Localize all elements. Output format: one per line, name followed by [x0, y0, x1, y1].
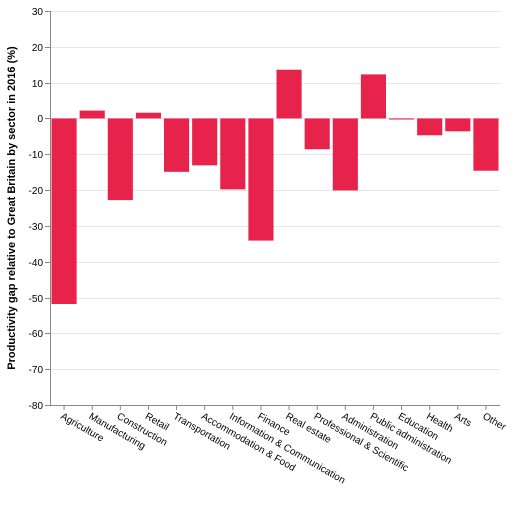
- x-axis: AgricultureManufacturingConstructionReta…: [50, 405, 508, 486]
- bar-arts: [445, 118, 471, 132]
- bar-construction: [107, 118, 133, 201]
- bar-administration: [332, 118, 358, 191]
- y-tick-label: 30: [32, 7, 44, 18]
- y-axis-title: Productivity gap relative to Great Brita…: [6, 46, 18, 370]
- bar-retail: [135, 112, 162, 119]
- bar-accommodation-food: [192, 118, 218, 166]
- bar-health: [417, 118, 443, 136]
- y-tick-label: -20: [29, 186, 44, 197]
- y-tick-label: -80: [29, 401, 44, 412]
- bar-agriculture: [51, 118, 77, 304]
- bar-professional-scientific: [304, 118, 330, 150]
- y-tick-label: 0: [37, 114, 43, 125]
- bar-manufacturing: [79, 110, 105, 119]
- y-tick-label: -40: [29, 258, 44, 269]
- y-tick-label: -10: [29, 150, 44, 161]
- y-tick-label: -60: [29, 329, 44, 340]
- y-tick-label: -30: [29, 222, 44, 233]
- x-tick-label: Arts: [452, 411, 473, 429]
- y-tick-label: -50: [29, 294, 44, 305]
- bar-real-estate: [276, 69, 302, 119]
- y-axis: 30 20 10 0 -10 -20 -30 -40 -50 -60 -70 -80: [29, 7, 51, 412]
- bar-public-administration: [360, 74, 387, 119]
- bar-information-communication: [220, 118, 246, 190]
- x-tick-label: Other: [480, 411, 508, 433]
- bars: [51, 69, 499, 304]
- y-tick-label: 10: [32, 79, 44, 90]
- bar-finance: [248, 118, 274, 241]
- bar-transportation: [164, 118, 190, 172]
- y-tick-label: -70: [29, 365, 44, 376]
- bar-other: [473, 118, 499, 171]
- y-gridlines: [50, 11, 500, 406]
- bar-education: [389, 118, 415, 120]
- y-tick-label: 20: [32, 43, 44, 54]
